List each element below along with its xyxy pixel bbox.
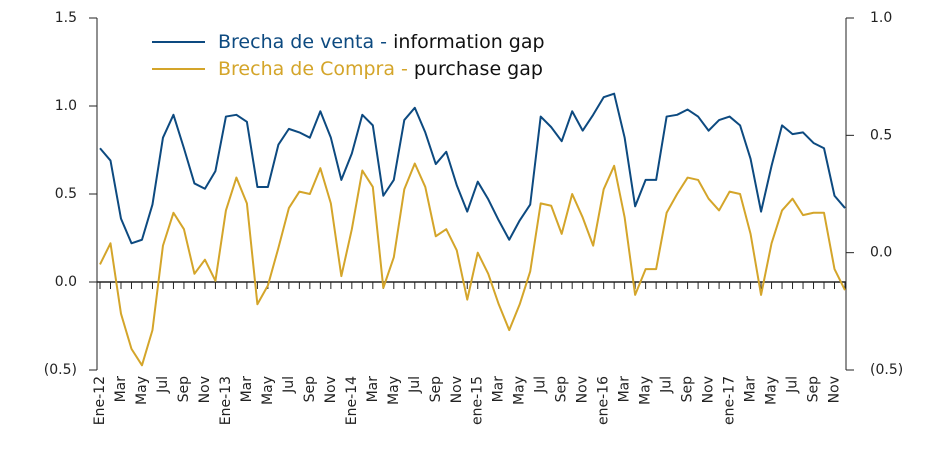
legend-label: Brecha de Compra - purchase gap [218, 58, 543, 80]
x-tick-label: Nov [449, 376, 465, 403]
x-tick-label: May [638, 376, 654, 405]
x-tick-label: Mar [491, 376, 507, 403]
legend-label: Brecha de venta - information gap [218, 31, 545, 53]
x-tick-label: Ene-13 [218, 376, 234, 425]
x-tick-label: Jul [659, 376, 675, 394]
x-tick-label: Sep [176, 376, 192, 403]
y2-tick-label: 0.5 [870, 127, 892, 143]
x-tick-label: May [764, 376, 780, 405]
x-tick-label: Jul [155, 376, 171, 394]
x-tick-label: Sep [806, 376, 822, 403]
x-tick-label: Jul [407, 376, 423, 394]
x-tick-label: Sep [302, 376, 318, 403]
y-tick-label: 0.0 [55, 274, 77, 290]
y2-tick-label: 0.0 [870, 245, 892, 261]
x-tick-label: Jul [533, 376, 549, 394]
y-tick-label: 0.5 [55, 186, 77, 202]
x-tick-label: Mar [743, 376, 759, 403]
x-tick-label: ene-15 [470, 376, 486, 425]
x-tick-label: Jul [785, 376, 801, 394]
x-tick-label: Sep [428, 376, 444, 403]
x-tick-label: Mar [617, 376, 633, 403]
y-tick-label: (0.5) [44, 362, 77, 378]
series-line [99, 162, 846, 367]
x-tick-label: Mar [113, 376, 129, 403]
series-line [99, 92, 846, 245]
x-tick-label: Sep [680, 376, 696, 403]
x-tick-label: Sep [554, 376, 570, 403]
x-tick-label: Ene-14 [344, 376, 360, 425]
x-tick-label: Mar [239, 376, 255, 403]
x-tick-label: ene-16 [596, 376, 612, 425]
y-tick-label: 1.0 [55, 98, 77, 114]
x-tick-label: Ene-12 [92, 376, 108, 425]
x-tick-label: Nov [575, 376, 591, 403]
x-tick-label: May [134, 376, 150, 405]
x-tick-label: Nov [323, 376, 339, 403]
x-tick-label: May [386, 376, 402, 405]
y2-tick-label: 1.0 [870, 10, 892, 26]
x-tick-label: Nov [197, 376, 213, 403]
x-tick-label: Jul [281, 376, 297, 394]
x-tick-label: ene-17 [722, 376, 738, 425]
y2-tick-label: (0.5) [870, 362, 903, 378]
y-tick-label: 1.5 [55, 10, 77, 26]
x-tick-label: Nov [701, 376, 717, 403]
x-tick-label: May [512, 376, 528, 405]
x-tick-label: Nov [827, 376, 843, 403]
x-tick-label: May [260, 376, 276, 405]
x-tick-label: Mar [365, 376, 381, 403]
